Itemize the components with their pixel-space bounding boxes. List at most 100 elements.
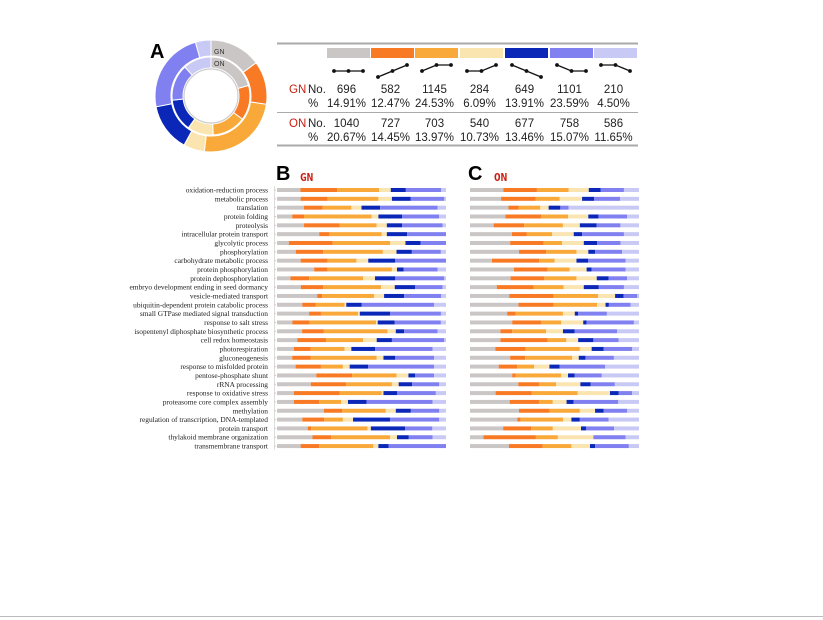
on-bar-seg-26-4 <box>579 408 596 413</box>
gn-bar-seg-5-1 <box>277 223 305 228</box>
trend-point-2-2 <box>390 69 395 73</box>
gn-bar-seg-30-1 <box>277 444 301 449</box>
gn-bar-seg-20-1 <box>277 355 293 360</box>
on-bar-seg-22-5 <box>568 373 575 378</box>
on-bar-seg-27-4 <box>562 417 572 422</box>
on-bar-seg-29-1 <box>470 435 484 440</box>
cluster-table: GN No. % ON No. % 696 14.91% 1040 20.67% 582… <box>277 42 638 147</box>
on-pct-7: 11.65% <box>594 132 632 144</box>
on-pct-5: 13.46% <box>505 132 544 144</box>
trend-point-3-3 <box>449 63 453 67</box>
gn-bar-seg-21-1 <box>277 364 296 369</box>
gn-bar-seg-26-2 <box>323 408 343 413</box>
on-bar-seg-26-2 <box>519 408 550 413</box>
gn-bar-seg-2-4 <box>378 196 392 201</box>
on-bar-seg-17-3 <box>512 329 547 334</box>
on-bar-seg-1-1 <box>470 188 504 192</box>
on-bar-seg-15-6 <box>578 311 607 316</box>
gn-bar-seg-13-4 <box>374 293 385 298</box>
gn-bar-seg-16-7 <box>440 320 446 325</box>
on-bar-seg-22-6 <box>574 373 602 378</box>
on-bar-seg-10-3 <box>547 267 570 272</box>
on-bar-seg-9-2 <box>491 258 540 263</box>
gn-bar-seg-6-4 <box>381 232 387 237</box>
trend-point-1-1 <box>332 69 336 73</box>
gn-pct-2: 12.47% <box>371 98 410 110</box>
on-bar-seg-9-7 <box>625 258 639 263</box>
on-bar-seg-18-4 <box>566 338 579 343</box>
term-label: embryo development ending in seed dorman… <box>129 283 268 292</box>
on-bar-seg-22-2 <box>512 373 516 378</box>
panel-a-label: A <box>150 41 164 63</box>
on-bar-seg-5-6 <box>596 223 621 228</box>
trend-point-3-1 <box>420 69 424 73</box>
gn-bar-seg-15-5 <box>359 311 391 316</box>
on-bar-seg-15-2 <box>507 311 516 316</box>
on-bar-seg-28-2 <box>503 426 532 431</box>
gn-bar-seg-12-5 <box>394 285 416 290</box>
on-bar-seg-23-7 <box>614 382 639 387</box>
on-bar-seg-18-3 <box>547 338 567 343</box>
gn-bar-seg-25-3 <box>319 399 342 404</box>
gn-bar-seg-26-6 <box>410 408 440 413</box>
on-bar-seg-11-6 <box>608 276 628 281</box>
gn-bar-seg-15-7 <box>440 311 446 316</box>
gn-bar-seg-21-5 <box>349 364 369 369</box>
gn-bar-seg-6-1 <box>277 232 320 237</box>
gn-bar-seg-20-6 <box>395 355 435 360</box>
gn-bar-seg-4-4 <box>371 214 379 219</box>
on-bar-seg-11-4 <box>576 276 597 281</box>
gn-bar-seg-15-2 <box>309 311 321 316</box>
gn-bar-seg-14-7 <box>434 302 446 307</box>
gn-bar-seg-21-4 <box>342 364 350 369</box>
gn-bar-seg-21-6 <box>368 364 435 369</box>
on-bar-seg-23-2 <box>518 382 539 387</box>
gn-bar-seg-1-1 <box>277 188 301 192</box>
on-bar-seg-6-2 <box>511 232 527 237</box>
gn-no-3: 1145 <box>422 84 447 96</box>
gn-bar-seg-2-6 <box>410 196 445 201</box>
gn-bar-seg-23-6 <box>412 382 440 387</box>
on-bar-seg-7-3 <box>543 240 563 245</box>
on-bar-seg-30-3 <box>542 444 572 449</box>
on-bar-seg-3-5 <box>548 205 561 210</box>
gn-bar-seg-18-4 <box>363 338 377 343</box>
gn-bar-seg-3-1 <box>277 205 305 210</box>
gn-bar-seg-18-3 <box>326 338 364 343</box>
on-pct-2: 14.45% <box>371 132 410 144</box>
on-bar-seg-23-4 <box>556 382 581 387</box>
on-no-4: 540 <box>470 118 489 130</box>
on-bar-seg-12-4 <box>563 285 584 290</box>
on-bar-seg-28-1 <box>470 426 504 431</box>
on-bar-seg-25-3 <box>538 399 553 404</box>
on-bar-seg-5-5 <box>579 223 597 228</box>
on-pct-label: % <box>308 132 318 144</box>
gn-bar-seg-15-6 <box>390 311 441 316</box>
gn-bar-seg-7-5 <box>405 240 421 245</box>
on-bar-seg-28-5 <box>581 426 586 431</box>
gn-stacked-bars <box>277 188 446 449</box>
gn-bar-seg-22-4 <box>396 373 409 378</box>
on-bar-seg-13-3 <box>553 293 599 298</box>
gn-bar-seg-8-1 <box>277 249 296 254</box>
gn-bar-seg-23-7 <box>439 382 446 387</box>
gn-bar-seg-19-3 <box>310 346 345 351</box>
gn-bar-seg-23-5 <box>398 382 413 387</box>
on-bar-seg-21-1 <box>470 364 499 369</box>
gn-bar-seg-24-7 <box>435 391 446 396</box>
on-bar-seg-10-5 <box>586 267 592 272</box>
on-bar-seg-20-3 <box>525 355 573 360</box>
gn-bar-seg-4-3 <box>304 214 372 219</box>
gn-bar-seg-9-4 <box>356 258 369 263</box>
on-bar-seg-13-6 <box>623 293 638 298</box>
gn-bar-seg-23-1 <box>277 382 311 387</box>
on-bar-seg-6-6 <box>582 232 624 237</box>
on-bar-seg-26-6 <box>603 408 628 413</box>
gn-bar-seg-27-5 <box>353 417 391 422</box>
gn-bar-seg-1-7 <box>440 188 446 192</box>
gn-bar-seg-27-4 <box>342 417 354 422</box>
on-bar-seg-13-7 <box>637 293 639 298</box>
on-pct-1: 20.67% <box>327 132 366 144</box>
gn-bar-seg-21-7 <box>434 364 446 369</box>
on-bar-seg-22-3 <box>515 373 562 378</box>
